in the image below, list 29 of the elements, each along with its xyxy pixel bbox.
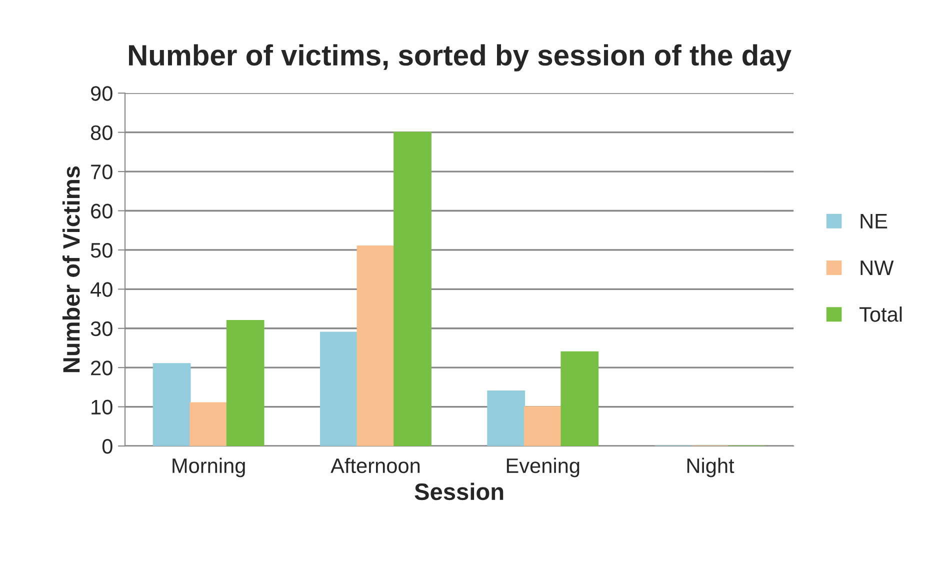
y-tick-label: 60 [91,204,112,219]
y-tick-label: 90 [91,86,112,101]
chart-title: Number of victims, sorted by session of the day [129,44,792,72]
y-tick-label: 20 [91,360,112,376]
legend-label: NE [860,214,888,228]
legend-label: NW [860,260,894,276]
y-axis-title: Number of Victims [62,166,80,372]
x-tick-label: Night [687,458,734,478]
y-tick-label: 70 [91,164,112,180]
y-tick-label: 0 [102,438,112,454]
y-tick-label: 30 [90,321,112,336]
bar [356,245,395,446]
bar [487,390,526,446]
bar [394,132,432,446]
legend-label: Total [860,306,902,322]
x-axis-title: Session [414,482,504,500]
x-tick-label: Evening [506,458,580,478]
x-tick-label: Morning [172,458,245,478]
y-tick-label: 50 [90,242,112,258]
bar [226,320,264,446]
y-tick-label: 40 [90,282,112,297]
y-tick-label: 10 [92,400,112,415]
bar [320,332,358,446]
x-tick-label: Afternoon [330,458,420,474]
bar [524,406,562,446]
bar [560,351,599,446]
bar [190,402,228,446]
y-tick-label: 80 [90,125,112,140]
bar [152,363,191,446]
